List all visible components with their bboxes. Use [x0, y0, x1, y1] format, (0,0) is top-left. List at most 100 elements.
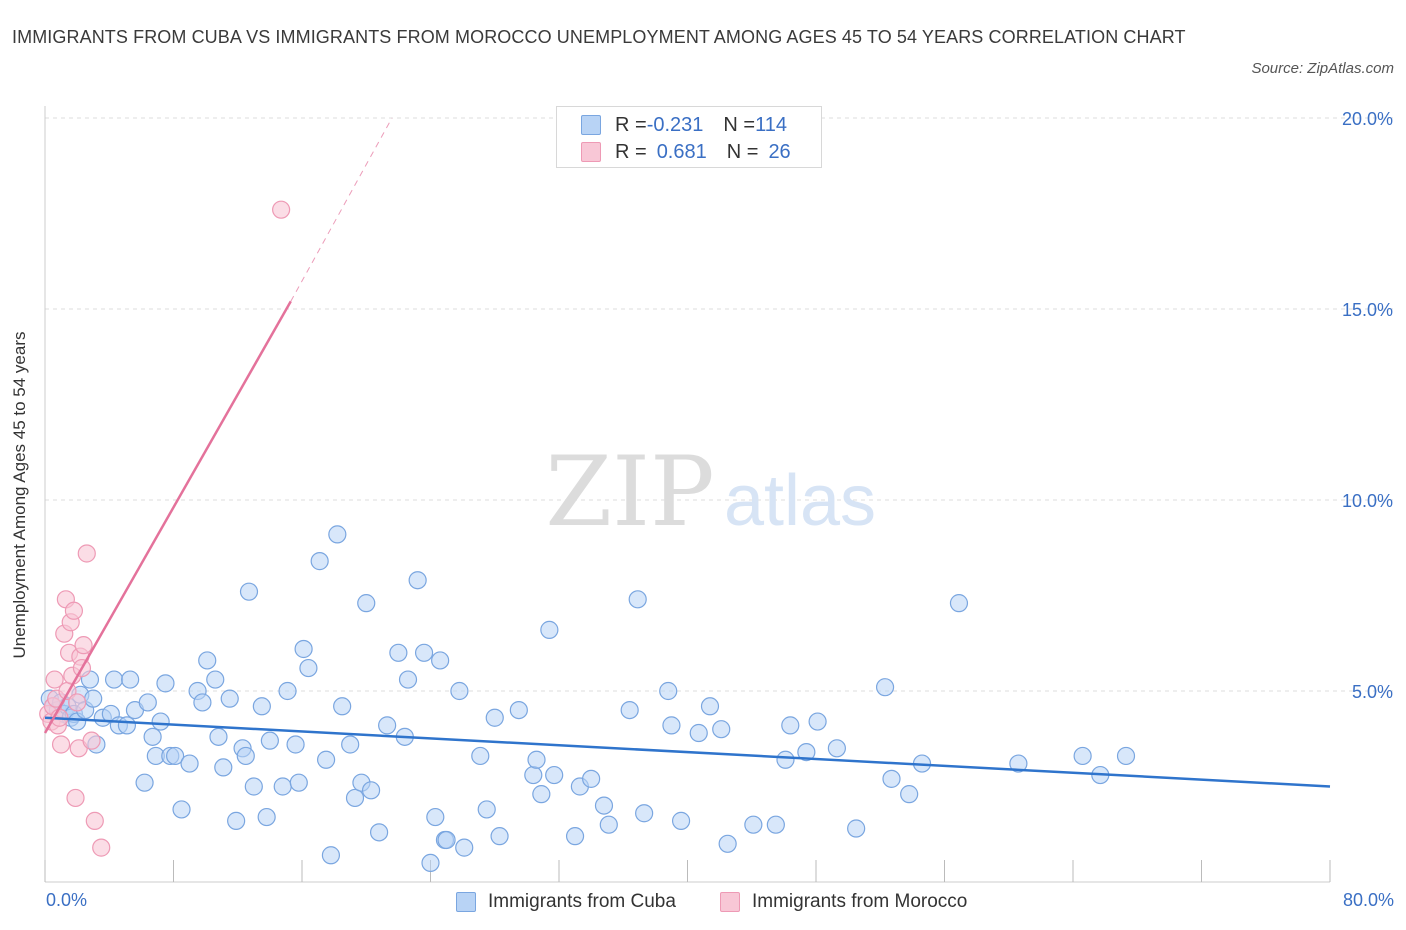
y-tick-label-2: 15.0% — [1342, 300, 1393, 320]
cuba-point-19 — [121, 670, 140, 689]
cuba-point-18 — [117, 716, 137, 735]
cuba-point-106 — [808, 712, 827, 731]
y-axis-label: Unemployment Among Ages 45 to 54 years — [10, 331, 29, 659]
y-tick-label-1: 10.0% — [1342, 491, 1393, 511]
bottom-legend-swatch-cuba — [456, 892, 476, 912]
morocco-point-16 — [68, 693, 87, 712]
legend-morocco-r-value: 0.681 — [656, 140, 707, 163]
cuba-point-66 — [398, 670, 418, 689]
cuba-point-41 — [239, 582, 259, 601]
cuba-point-37 — [220, 689, 239, 708]
cuba-trend-line — [44, 716, 1331, 788]
legend-morocco-n-label: N = — [726, 140, 759, 163]
cuba-point-53 — [316, 750, 336, 769]
cuba-point-25 — [151, 712, 170, 731]
cuba-point-49 — [289, 773, 308, 792]
axis-layer — [44, 106, 1331, 883]
cuba-point-83 — [532, 785, 551, 804]
cuba-point-75 — [455, 838, 474, 857]
legend-row-morocco: R = 0.681 N = 26 — [581, 140, 791, 164]
cuba-point-73 — [437, 830, 456, 850]
cuba-point-44 — [257, 807, 276, 827]
cuba-point-48 — [286, 735, 305, 754]
cuba-point-80 — [509, 700, 528, 720]
cuba-point-82 — [527, 750, 546, 769]
morocco-point-14 — [64, 601, 84, 620]
cuba-point-50 — [294, 639, 313, 659]
x-tick-label-min: 0.0% — [46, 890, 88, 910]
cuba-point-102 — [766, 815, 785, 834]
source-label: Source: ZipAtlas.com — [1251, 60, 1394, 77]
cuba-point-94 — [659, 681, 678, 701]
cuba-point-61 — [361, 781, 381, 800]
cuba-point-104 — [781, 716, 800, 735]
grid-layer — [45, 117, 1395, 692]
cuba-point-43 — [252, 697, 271, 716]
cuba-point-84 — [540, 620, 559, 639]
cuba-point-47 — [278, 681, 297, 701]
cuba-point-35 — [209, 727, 228, 746]
cuba-point-45 — [260, 731, 279, 750]
cuba-point-79 — [490, 827, 509, 846]
legend-morocco-n-value: 26 — [768, 140, 791, 163]
cuba-point-56 — [333, 697, 352, 716]
cuba-point-90 — [599, 815, 618, 834]
cuba-point-36 — [214, 758, 233, 777]
cuba-point-117 — [1116, 746, 1136, 766]
watermark-zip: ZIP — [545, 436, 714, 548]
legend-cuba-r-value: -0.231 — [646, 113, 704, 136]
cuba-point-89 — [594, 796, 614, 815]
cuba-point-105 — [797, 743, 816, 762]
legend-cuba-n-value: 114 — [755, 113, 787, 136]
cuba-point-113 — [949, 594, 969, 613]
cuba-point-111 — [900, 785, 919, 804]
legend-row-cuba: R = -0.231 N = 114 — [581, 113, 787, 137]
cuba-point-46 — [273, 777, 292, 796]
legend-swatch-morocco — [581, 142, 601, 162]
bottom-legend-label-morocco: Immigrants from Morocco — [752, 891, 968, 912]
cuba-point-57 — [341, 735, 360, 754]
cuba-point-76 — [471, 746, 490, 766]
cuba-point-33 — [198, 651, 217, 670]
cuba-point-26 — [156, 674, 175, 693]
cuba-point-52 — [310, 552, 329, 571]
series-morocco — [39, 200, 291, 857]
chart-title: IMMIGRANTS FROM CUBA VS IMMIGRANTS FROM … — [12, 27, 1186, 47]
watermark-atlas: atlas — [724, 461, 876, 541]
cuba-point-99 — [712, 720, 731, 739]
cuba-point-98 — [700, 697, 720, 716]
cuba-point-115 — [1073, 746, 1092, 766]
x-tick-label-max: 80.0% — [1342, 890, 1394, 910]
bottom-legend-morocco: Immigrants from Morocco — [720, 889, 967, 915]
cuba-point-54 — [321, 846, 341, 865]
cuba-point-74 — [450, 681, 469, 701]
y-tick-label-3: 20.0% — [1342, 109, 1393, 129]
bottom-legend-cuba: Immigrants from Cuba — [456, 889, 676, 915]
y-tick-label-0: 5.0% — [1352, 682, 1393, 702]
legend-cuba-n-label: N = — [723, 113, 756, 136]
cuba-point-92 — [628, 590, 647, 609]
cuba-point-58 — [345, 788, 365, 808]
cuba-point-63 — [378, 716, 397, 735]
cuba-point-38 — [227, 811, 246, 830]
morocco-point-15 — [66, 788, 85, 808]
bottom-legend-label-cuba: Immigrants from Cuba — [488, 891, 676, 912]
cuba-point-32 — [193, 693, 212, 712]
watermark: ZIP atlas — [545, 436, 876, 548]
cuba-point-28 — [166, 746, 185, 766]
morocco-point-3 — [45, 670, 64, 689]
cuba-point-96 — [671, 811, 691, 830]
cuba-point-69 — [421, 853, 440, 873]
cuba-point-86 — [565, 827, 585, 846]
cuba-point-88 — [582, 769, 601, 788]
cuba-point-29 — [172, 800, 191, 819]
morocco-point-22 — [82, 731, 101, 750]
cuba-point-97 — [689, 723, 708, 743]
cuba-point-12 — [84, 689, 103, 708]
cuba-point-40 — [236, 746, 255, 766]
trend-layer — [43, 117, 1331, 788]
morocco-point-20 — [74, 636, 93, 655]
cuba-point-108 — [847, 819, 866, 838]
cuba-point-77 — [477, 800, 496, 819]
